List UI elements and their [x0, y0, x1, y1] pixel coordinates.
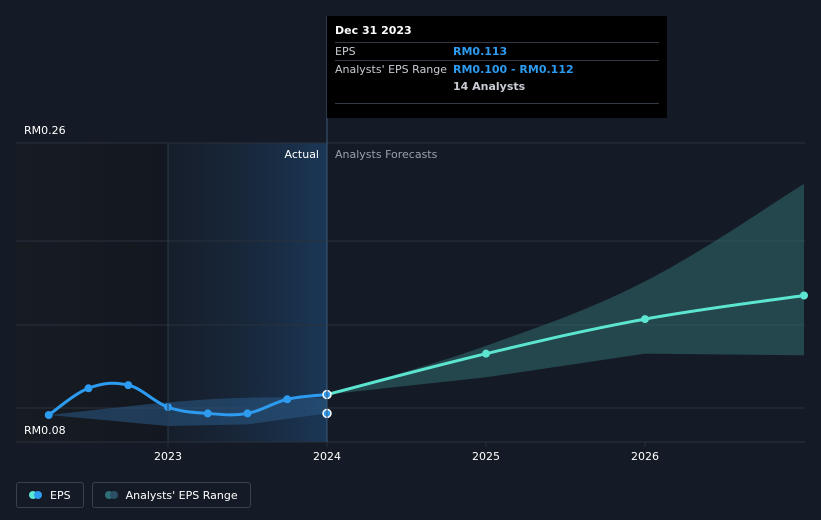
legend-eps-dot	[34, 491, 42, 499]
actual-eps-point[interactable]	[124, 381, 133, 390]
y-axis-top-label: RM0.26	[24, 124, 66, 137]
tooltip-divider	[335, 103, 659, 104]
forecast-eps-range-area	[327, 183, 804, 395]
legend-eps-range[interactable]: Analysts' EPS Range	[91, 482, 251, 508]
tooltip-eps-row: EPS RM0.113	[335, 42, 659, 60]
tooltip-eps-label: EPS	[335, 45, 356, 58]
tooltip-date: Dec 31 2023	[335, 24, 412, 37]
actual-label: Actual	[285, 148, 319, 161]
tooltip-analysts-row: 14 Analysts	[335, 78, 659, 95]
legend: EPS Analysts' EPS Range	[16, 482, 251, 508]
legend-eps[interactable]: EPS	[16, 482, 84, 508]
forecast-label: Analysts Forecasts	[335, 148, 438, 161]
legend-range-label: Analysts' EPS Range	[125, 488, 238, 502]
tooltip-eps-value: RM0.113	[453, 45, 508, 58]
actual-eps-point[interactable]	[84, 384, 93, 393]
x-tick-label: 2024	[313, 450, 341, 463]
forecast-eps-point[interactable]	[482, 349, 490, 358]
legend-eps-label: EPS	[50, 488, 71, 502]
data-tooltip: Dec 31 2023 EPS RM0.113 Analysts' EPS Ra…	[327, 16, 667, 118]
tooltip-analysts: 14 Analysts	[453, 80, 526, 93]
pre-2023-shade	[16, 143, 168, 442]
tooltip-range-label: Analysts' EPS Range	[335, 63, 448, 76]
actual-eps-point[interactable]	[283, 395, 292, 404]
tooltip-range-value: RM0.100 - RM0.112	[453, 63, 574, 76]
forecast-eps-point[interactable]	[800, 291, 808, 300]
legend-eps-dot	[29, 491, 37, 499]
actual-eps-point[interactable]	[44, 410, 53, 419]
y-axis-bottom-label: RM0.08	[24, 424, 66, 437]
legend-range-dot	[109, 491, 118, 499]
x-tick-label: 2025	[472, 450, 500, 463]
x-axis-ticks: 2023 2024 2025 2026	[154, 143, 659, 463]
x-tick-label: 2023	[154, 450, 182, 463]
x-tick-label: 2026	[631, 450, 659, 463]
actual-eps-point[interactable]	[243, 409, 252, 418]
forecast-eps-line	[325, 294, 806, 397]
forecast-eps-point[interactable]	[641, 315, 649, 324]
tooltip-range-row: Analysts' EPS Range RM0.100 - RM0.112	[335, 60, 659, 78]
legend-range-swatch	[104, 491, 118, 499]
eps-points	[44, 291, 808, 419]
actual-period-shade	[168, 143, 327, 442]
legend-range-dot	[104, 491, 113, 499]
actual-eps-point[interactable]	[203, 409, 212, 418]
legend-eps-swatch	[29, 491, 42, 499]
